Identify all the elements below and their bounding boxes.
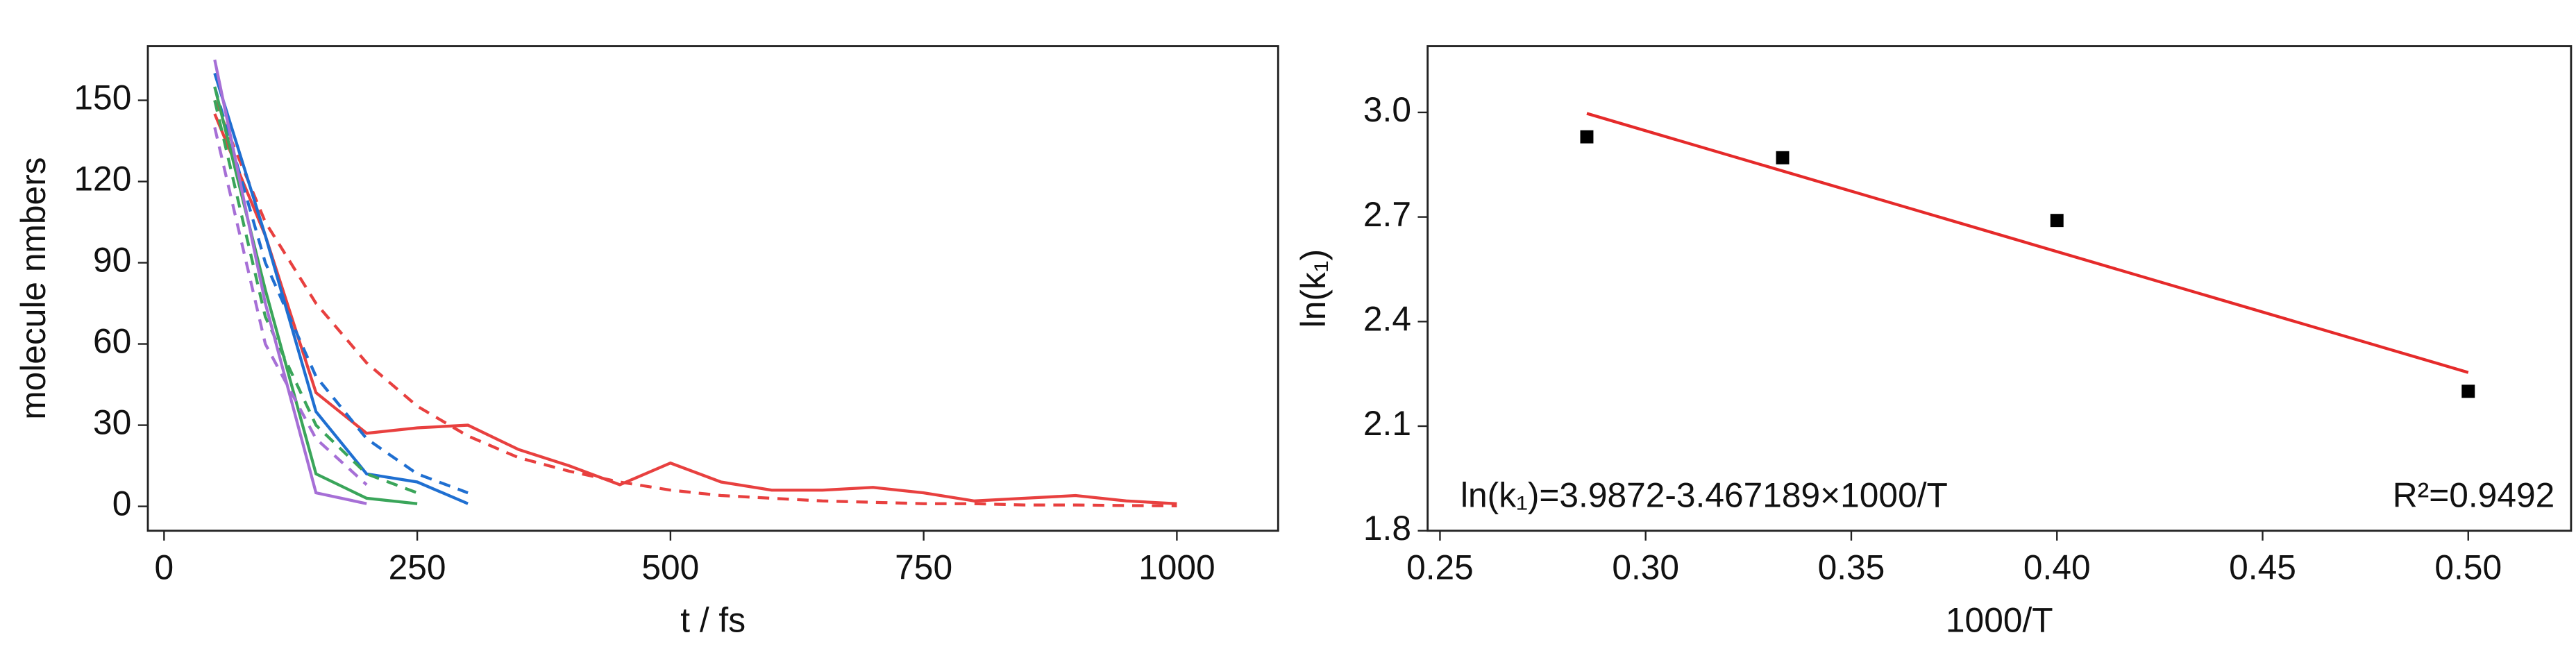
r-squared: R²=0.9492 xyxy=(2393,475,2554,514)
x-tick-label: 0.40 xyxy=(2023,548,2091,587)
y-tick-label: 90 xyxy=(93,241,131,280)
point xyxy=(1580,130,1594,144)
point xyxy=(2050,214,2064,228)
point xyxy=(1776,151,1790,164)
x-tick-label: 0 xyxy=(155,548,174,587)
series-line xyxy=(213,86,418,505)
series-line xyxy=(213,113,1177,505)
y-tick-label: 0 xyxy=(112,484,132,523)
plot-frame xyxy=(146,45,1279,532)
equation: ln(k₁)=3.9872-3.467189×1000/T xyxy=(1460,475,1948,514)
series-line xyxy=(213,72,469,505)
y-tick-label: 120 xyxy=(74,160,131,198)
y-axis-label: molecule nmbers xyxy=(14,157,53,419)
y-tick-label: 2.4 xyxy=(1363,299,1411,338)
series-line xyxy=(213,86,469,495)
x-tick-label: 0.25 xyxy=(1406,548,1474,587)
x-tick-label: 250 xyxy=(389,548,446,587)
x-axis-label: 1000/T xyxy=(1946,600,2053,639)
point xyxy=(2461,384,2475,398)
x-tick-label: 750 xyxy=(895,548,952,587)
x-tick-label: 0.35 xyxy=(1818,548,1885,587)
y-tick-label: 60 xyxy=(93,322,131,361)
fit-line xyxy=(1586,112,2469,374)
y-axis-label: ln(k₁) xyxy=(1294,249,1333,328)
y-tick-label: 1.8 xyxy=(1363,509,1411,548)
series-line xyxy=(213,59,367,505)
series-line xyxy=(213,127,368,486)
x-axis-label: t / fs xyxy=(680,600,746,639)
y-tick-label: 2.7 xyxy=(1363,195,1411,234)
series-line xyxy=(213,99,1177,507)
series-line xyxy=(213,100,418,495)
y-tick-label: 2.1 xyxy=(1363,404,1411,443)
x-tick-label: 500 xyxy=(641,548,699,587)
y-tick-label: 3.0 xyxy=(1363,90,1411,129)
x-tick-label: 0.50 xyxy=(2434,548,2502,587)
plot-frame xyxy=(1426,45,2573,532)
y-tick-label: 30 xyxy=(93,403,131,442)
x-tick-label: 0.30 xyxy=(1612,548,1679,587)
x-tick-label: 0.45 xyxy=(2229,548,2296,587)
x-tick-label: 1000 xyxy=(1138,548,1215,587)
y-tick-label: 150 xyxy=(74,78,131,117)
